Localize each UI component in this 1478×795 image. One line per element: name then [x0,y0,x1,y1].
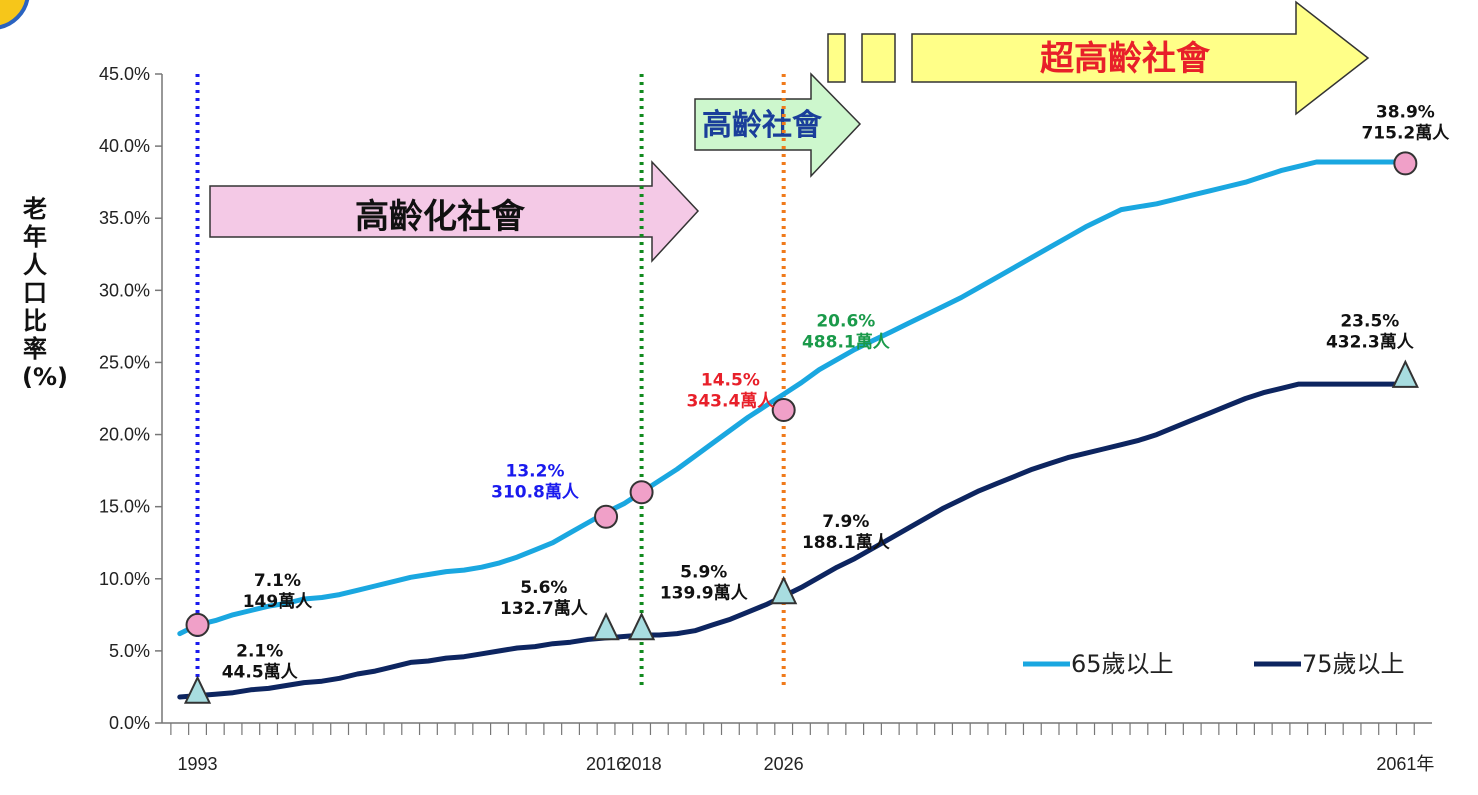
data-label-percent: 23.5% [1340,311,1399,331]
triangle-marker-75plus [592,611,620,641]
series-lines [177,159,1408,700]
legend-label-75plus: 75歲以上 [1302,650,1405,678]
logo-icon [0,0,30,30]
data-label: 13.2% 310.8萬人 [491,461,580,502]
y-tick-label: 5.0% [109,641,150,661]
data-label-population: 343.4萬人 [687,391,776,412]
y-tick-label: 40.0% [99,136,150,156]
y-tick-label: 10.0% [99,569,150,589]
circle-marker-65plus [185,612,210,637]
triangle-marker-75plus [627,611,656,641]
y-tick-label: 20.0% [99,425,150,445]
x-tick-label: 1993 [178,754,218,774]
y-tick-label: 45.0% [99,64,150,84]
data-label-population: 310.8萬人 [491,481,580,502]
data-label-percent: 2.1% [236,642,283,662]
circle-marker-65plus [1393,151,1418,176]
x-tick-label: 2061年 [1376,754,1434,774]
banner-arrow-aged [694,72,862,178]
annotations: 7.1% 149萬人 2.1% 44.5萬人 13.2% 310.8萬人 5.6% 132.7… [222,102,1451,682]
data-label-population: 132.7萬人 [500,598,589,619]
data-label-percent: 13.2% [506,461,565,481]
data-label-population: 715.2萬人 [1361,122,1450,143]
circle-marker-65plus [594,504,619,529]
y-tick-label: 35.0% [99,208,150,228]
stage-banners: 高齡化社會 高齡社會 超高齡社會 [209,0,1370,263]
y-tick-label: 30.0% [99,280,150,300]
banner-label-superaged: 超高齡社會 [1040,39,1211,79]
data-label-population: 432.3萬人 [1326,331,1415,352]
triangle-marker-75plus [770,575,798,605]
data-label: 23.5% 432.3萬人 [1326,311,1415,352]
data-label: 38.9% 715.2萬人 [1361,102,1450,143]
legend-label-65plus: 65歲以上 [1071,650,1174,678]
data-label-percent: 7.9% [822,512,869,532]
data-label-percent: 7.1% [254,571,301,591]
series-line-65plus [177,159,1408,637]
data-markers [183,151,1419,704]
y-tick-label: 0.0% [109,713,150,733]
data-label-percent: 38.9% [1376,102,1435,122]
data-label: 5.9% 139.9萬人 [660,562,749,603]
legend: 65歲以上 75歲以上 [1023,650,1405,678]
data-label: 5.6% 132.7萬人 [500,578,589,619]
x-tick-label: 2018 [622,754,662,774]
data-label-percent: 20.6% [816,311,875,331]
data-label-population: 188.1萬人 [802,532,891,553]
series-line-75plus [177,381,1408,700]
banner-block-small [827,33,846,83]
circle-marker-65plus [629,480,654,505]
data-label: 7.9% 188.1萬人 [802,512,891,553]
data-label: 2.1% 44.5萬人 [222,642,299,683]
y-tick-label: 15.0% [99,497,150,517]
axes: 0.0% 5.0% 10.0% 15.0% 20.0% 25.0% 30.0% 35.0% 40… [99,64,1434,774]
data-label-percent: 14.5% [701,371,760,391]
data-label-population: 149萬人 [243,591,313,612]
triangle-marker-75plus [1391,359,1419,388]
data-label-population: 488.1萬人 [802,331,891,352]
y-tick-label: 25.0% [99,352,150,372]
banner-arrow-superaged [911,0,1370,116]
data-label: 7.1% 149萬人 [243,571,313,612]
circle-marker-65plus [771,398,796,423]
triangle-marker-75plus [183,675,212,704]
data-label-percent: 5.9% [680,562,727,582]
banner-arrow-aging [209,160,700,263]
data-label-population: 139.9萬人 [660,582,749,603]
x-tick-label: 2026 [764,754,804,774]
data-label-percent: 5.6% [520,578,567,598]
banner-label-aging: 高齡化社會 [355,197,526,237]
data-label-population: 44.5萬人 [222,662,299,683]
data-label: 14.5% 343.4萬人 [687,371,776,412]
banner-label-aged: 高齡社會 [702,108,823,143]
x-tick-label: 2016 [586,754,626,774]
data-label: 20.6% 488.1萬人 [802,311,891,352]
banner-block-medium [861,33,896,83]
